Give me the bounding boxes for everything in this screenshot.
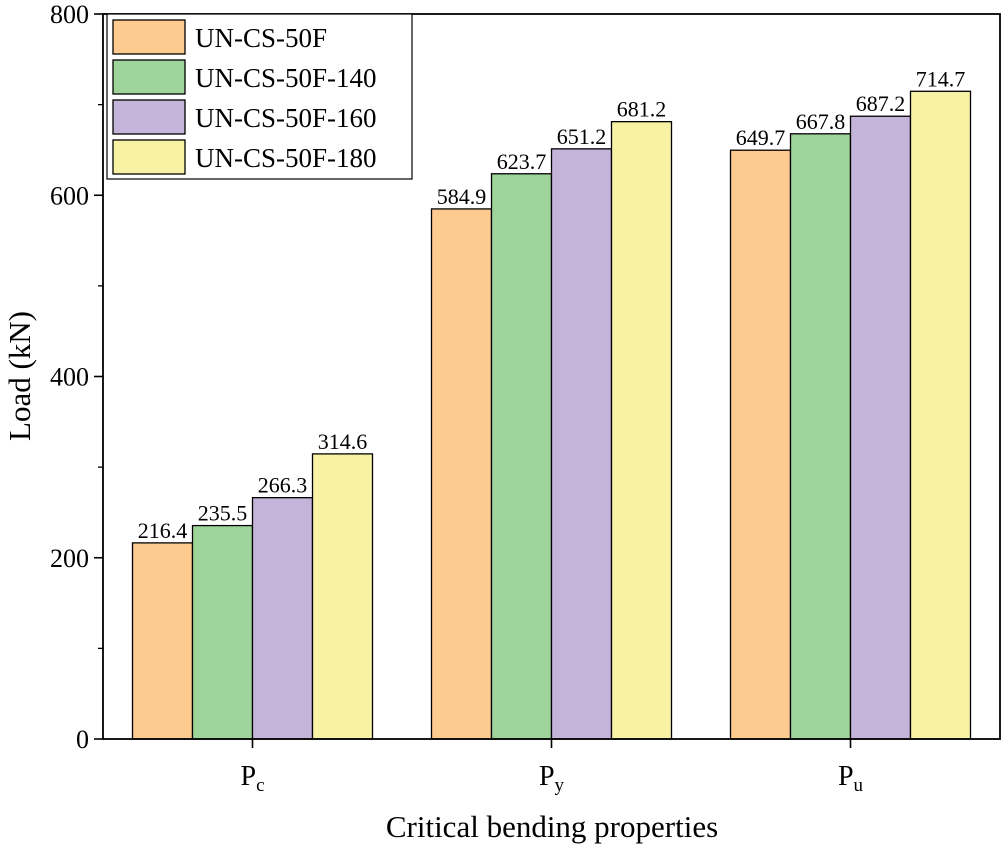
bar-1-1[interactable] <box>131 542 194 740</box>
bar-3-1[interactable] <box>729 149 792 740</box>
bar-3-2[interactable] <box>789 133 852 740</box>
x-tick-label-1: Pc <box>240 761 264 796</box>
legend: UN-CS-50F UN-CS-50F-140 UN-CS-50F-160 UN-CS… <box>106 13 413 180</box>
x-tick-label-3: Pu <box>838 761 864 796</box>
bar-1-4[interactable] <box>311 453 374 740</box>
axes-layer: Pc Py Pu 0 200 400 600 800 <box>50 0 1001 796</box>
data-label-3-2: 667.8 <box>796 109 846 134</box>
bars-layer <box>131 90 972 740</box>
data-label-1-4: 314.6 <box>318 429 368 454</box>
bar-1-2[interactable] <box>191 524 254 740</box>
legend-swatch-1[interactable] <box>112 19 186 55</box>
data-label-1-2: 235.5 <box>198 501 248 526</box>
data-label-1-1: 216.4 <box>138 518 188 543</box>
y-tick-label-3: 400 <box>50 363 89 392</box>
data-label-1-3: 266.3 <box>258 473 308 498</box>
data-labels-layer: 216.4 235.5 266.3 314.6 584.9 623.7 651.2 681.2… <box>138 66 966 543</box>
bar-2-1[interactable] <box>430 208 493 740</box>
data-label-2-1: 584.9 <box>437 184 487 209</box>
x-tick-label-2: Py <box>539 761 565 796</box>
bar-3-3[interactable] <box>849 115 912 740</box>
y-tick-label-4: 600 <box>50 181 89 210</box>
y-tick-label-2: 200 <box>50 544 89 573</box>
data-label-3-4: 714.7 <box>916 66 966 91</box>
legend-label-4: UN-CS-50F-180 <box>195 143 377 173</box>
legend-label-3: UN-CS-50F-160 <box>195 103 377 133</box>
bar-2-3[interactable] <box>550 148 613 740</box>
data-label-3-3: 687.2 <box>856 91 906 116</box>
legend-swatch-4[interactable] <box>112 139 186 175</box>
legend-swatch-2[interactable] <box>112 59 186 95</box>
data-label-2-4: 681.2 <box>617 97 667 122</box>
x-axis-title: Critical bending properties <box>386 809 718 844</box>
data-label-2-2: 623.7 <box>497 149 547 174</box>
bar-2-4[interactable] <box>610 121 673 740</box>
legend-label-2: UN-CS-50F-140 <box>195 63 377 93</box>
bar-3-4[interactable] <box>909 90 972 740</box>
bar-1-3[interactable] <box>251 497 314 740</box>
legend-swatch-3[interactable] <box>112 99 186 135</box>
y-tick-label-1: 0 <box>76 725 89 754</box>
bar-2-2[interactable] <box>490 173 553 740</box>
y-axis-title: Load (kN) <box>2 311 37 441</box>
data-label-2-3: 651.2 <box>557 124 607 149</box>
legend-label-1: UN-CS-50F <box>195 23 327 53</box>
y-tick-label-5: 800 <box>50 0 89 29</box>
data-label-3-1: 649.7 <box>736 125 786 150</box>
